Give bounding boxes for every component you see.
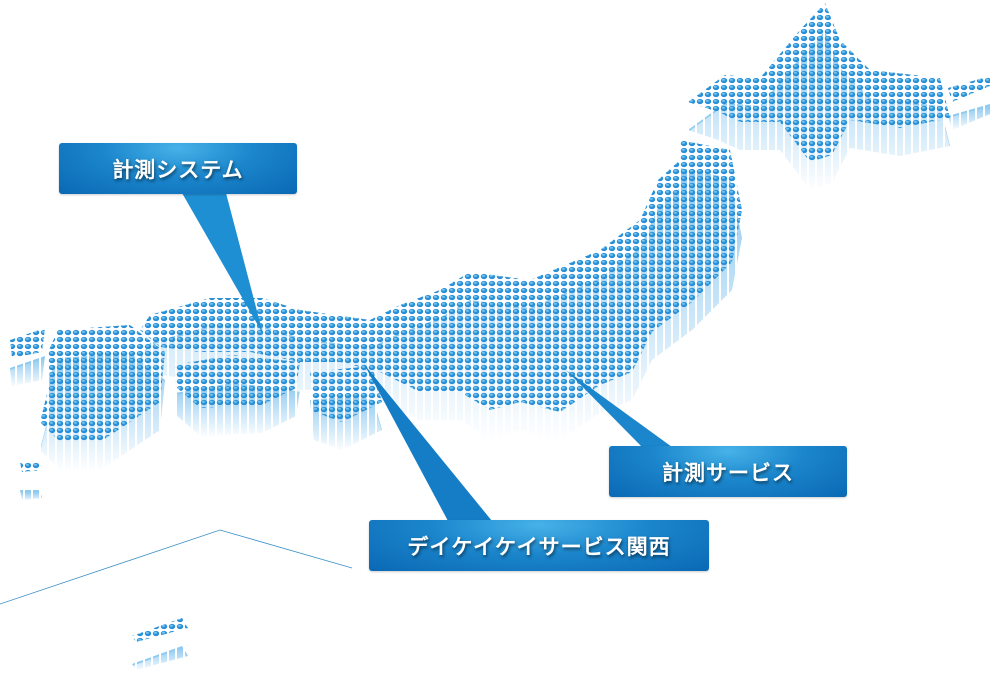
- label-dkk-service-kansai[interactable]: デイケイケイサービス関西: [369, 520, 709, 571]
- okinawa-divider-line: [0, 529, 353, 605]
- callout-pointer-kansai: [364, 364, 492, 521]
- callout-pointer-system: [182, 193, 263, 334]
- callout-pointer-service: [566, 370, 672, 447]
- label-keisoku-system[interactable]: 計測システム: [59, 143, 297, 194]
- label-keisoku-service[interactable]: 計測サービス: [609, 446, 847, 497]
